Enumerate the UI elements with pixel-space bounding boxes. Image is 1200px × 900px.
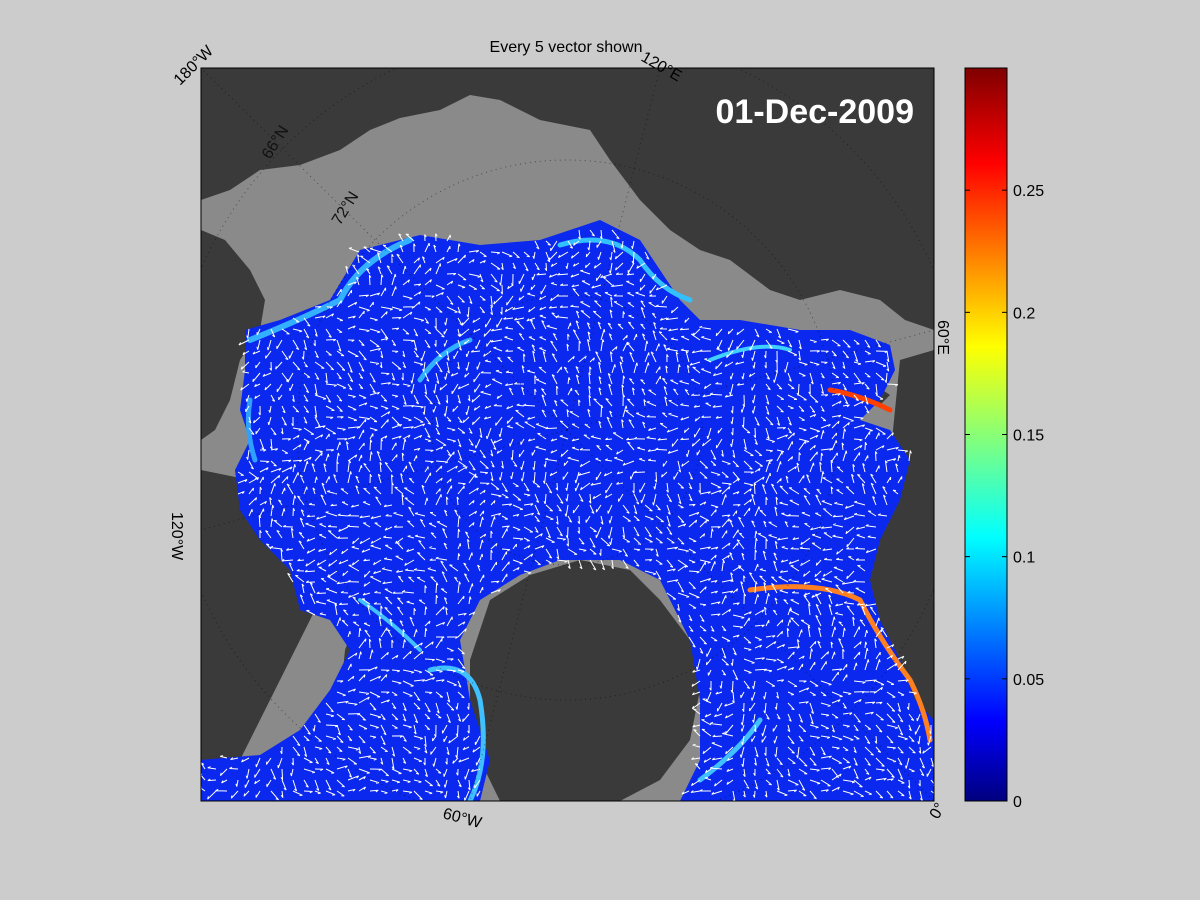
- vector-arrows: [201, 229, 934, 801]
- colorbar-gradient: [964, 67, 1008, 802]
- lon-label-0: 0°: [927, 800, 949, 822]
- colorbar-tick-label: 0.2: [1013, 305, 1035, 322]
- colorbar-tick-label: 0: [1013, 794, 1022, 811]
- date-label: 01-Dec-2009: [716, 93, 914, 131]
- graticule: [201, 68, 934, 801]
- colorbar-tick-label: 0.1: [1013, 550, 1035, 567]
- lon-label-120w: 120°W: [168, 512, 185, 561]
- colorbar-tick-label: 0.05: [1013, 672, 1044, 689]
- velocity-highlights: [245, 237, 933, 801]
- map-frame: [200, 67, 935, 802]
- colorbar-ticks: 0 0.05 0.1 0.15 0.2 0.25: [965, 183, 1044, 811]
- lon-label-60e: 60°E: [934, 320, 951, 355]
- colorbar: 0 0.05 0.1 0.15 0.2 0.25: [964, 67, 1044, 811]
- lon-label-60w: 60°W: [441, 805, 484, 832]
- map-panel: 72°N 66°N 01-Dec-2009: [201, 68, 934, 801]
- colorbar-tick-label: 0.25: [1013, 183, 1044, 200]
- colorbar-tick-label: 0.15: [1013, 428, 1044, 445]
- vector-field: [201, 229, 934, 801]
- plot-title: Every 5 vector shown: [490, 39, 643, 56]
